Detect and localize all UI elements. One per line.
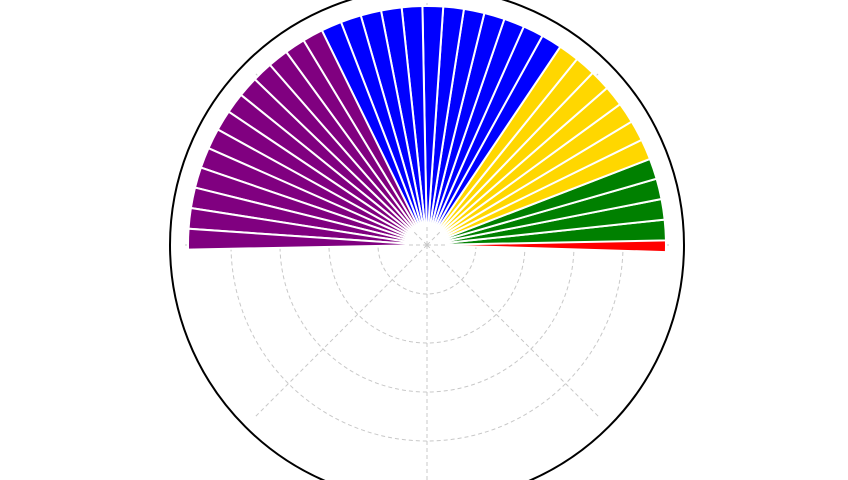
grid-spoke-315 [426, 244, 601, 419]
polar-frame [169, 0, 685, 480]
bar-series5-37 [186, 227, 409, 251]
grid-spoke-225 [253, 244, 428, 419]
bars-layer [186, 4, 667, 254]
frame-layer [169, 0, 685, 480]
